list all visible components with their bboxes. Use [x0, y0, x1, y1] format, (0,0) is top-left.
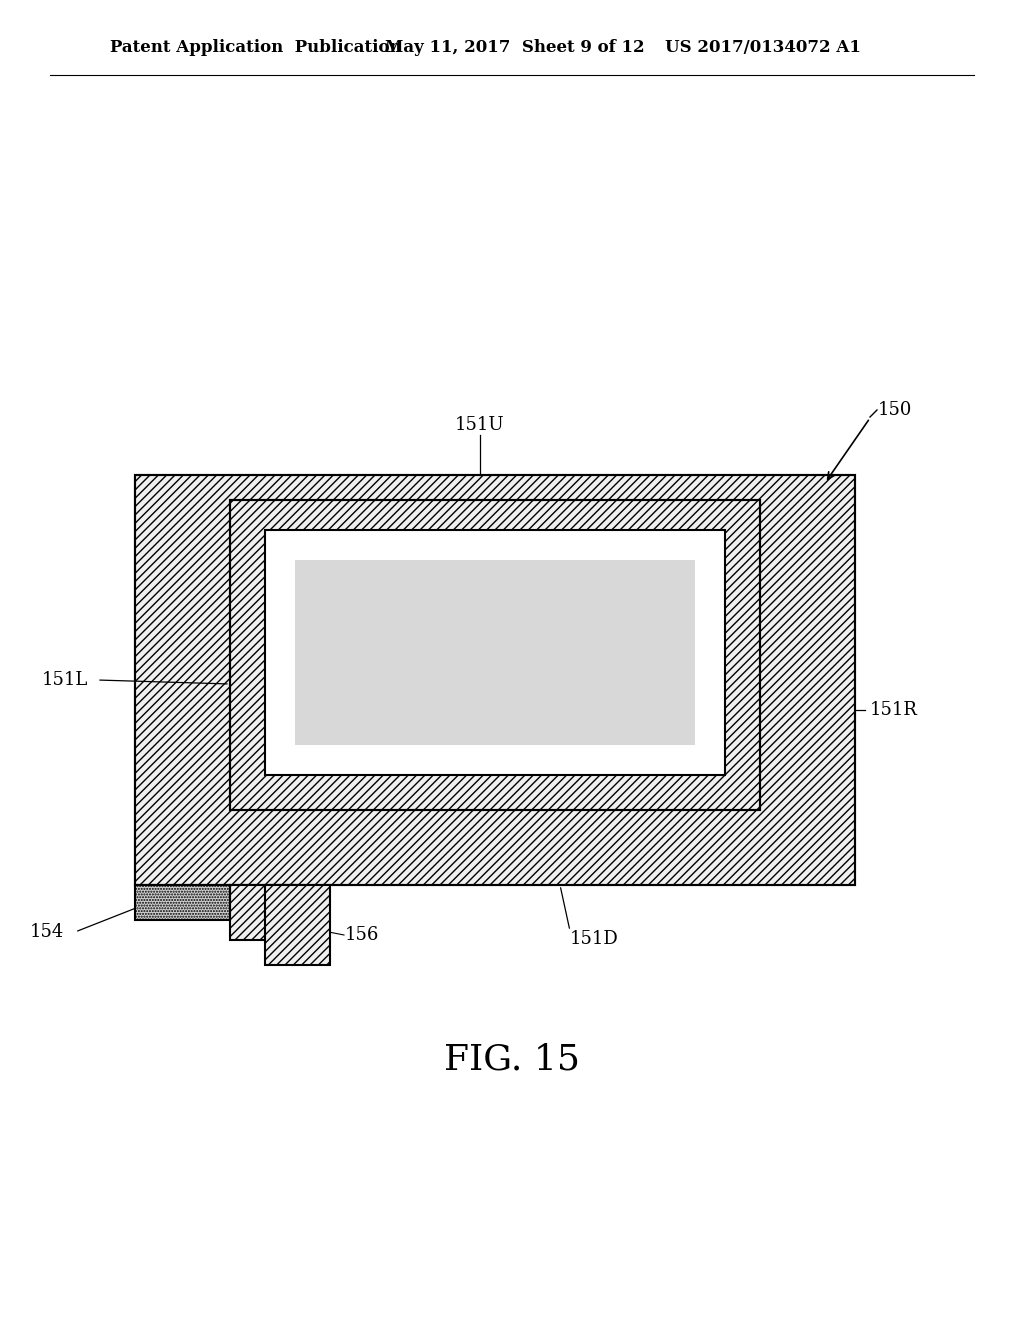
- Bar: [295, 560, 695, 744]
- Text: 156: 156: [345, 927, 379, 944]
- Text: 151U: 151U: [456, 416, 505, 434]
- Text: 150: 150: [878, 401, 912, 418]
- Bar: [265, 884, 330, 965]
- Bar: [135, 475, 855, 884]
- Bar: [230, 500, 760, 810]
- Bar: [265, 531, 725, 775]
- Text: US 2017/0134072 A1: US 2017/0134072 A1: [665, 40, 861, 57]
- Text: 151D: 151D: [570, 931, 618, 948]
- Text: 151L: 151L: [42, 671, 88, 689]
- Bar: [230, 500, 760, 810]
- Bar: [135, 475, 855, 884]
- Bar: [230, 500, 760, 810]
- Bar: [265, 531, 725, 775]
- Bar: [135, 884, 230, 920]
- Bar: [230, 884, 295, 940]
- Text: Patent Application  Publication: Patent Application Publication: [110, 40, 401, 57]
- Text: May 11, 2017  Sheet 9 of 12: May 11, 2017 Sheet 9 of 12: [385, 40, 645, 57]
- Text: 154: 154: [30, 923, 65, 941]
- Text: FIG. 15: FIG. 15: [444, 1043, 580, 1077]
- Text: 151R: 151R: [870, 701, 918, 719]
